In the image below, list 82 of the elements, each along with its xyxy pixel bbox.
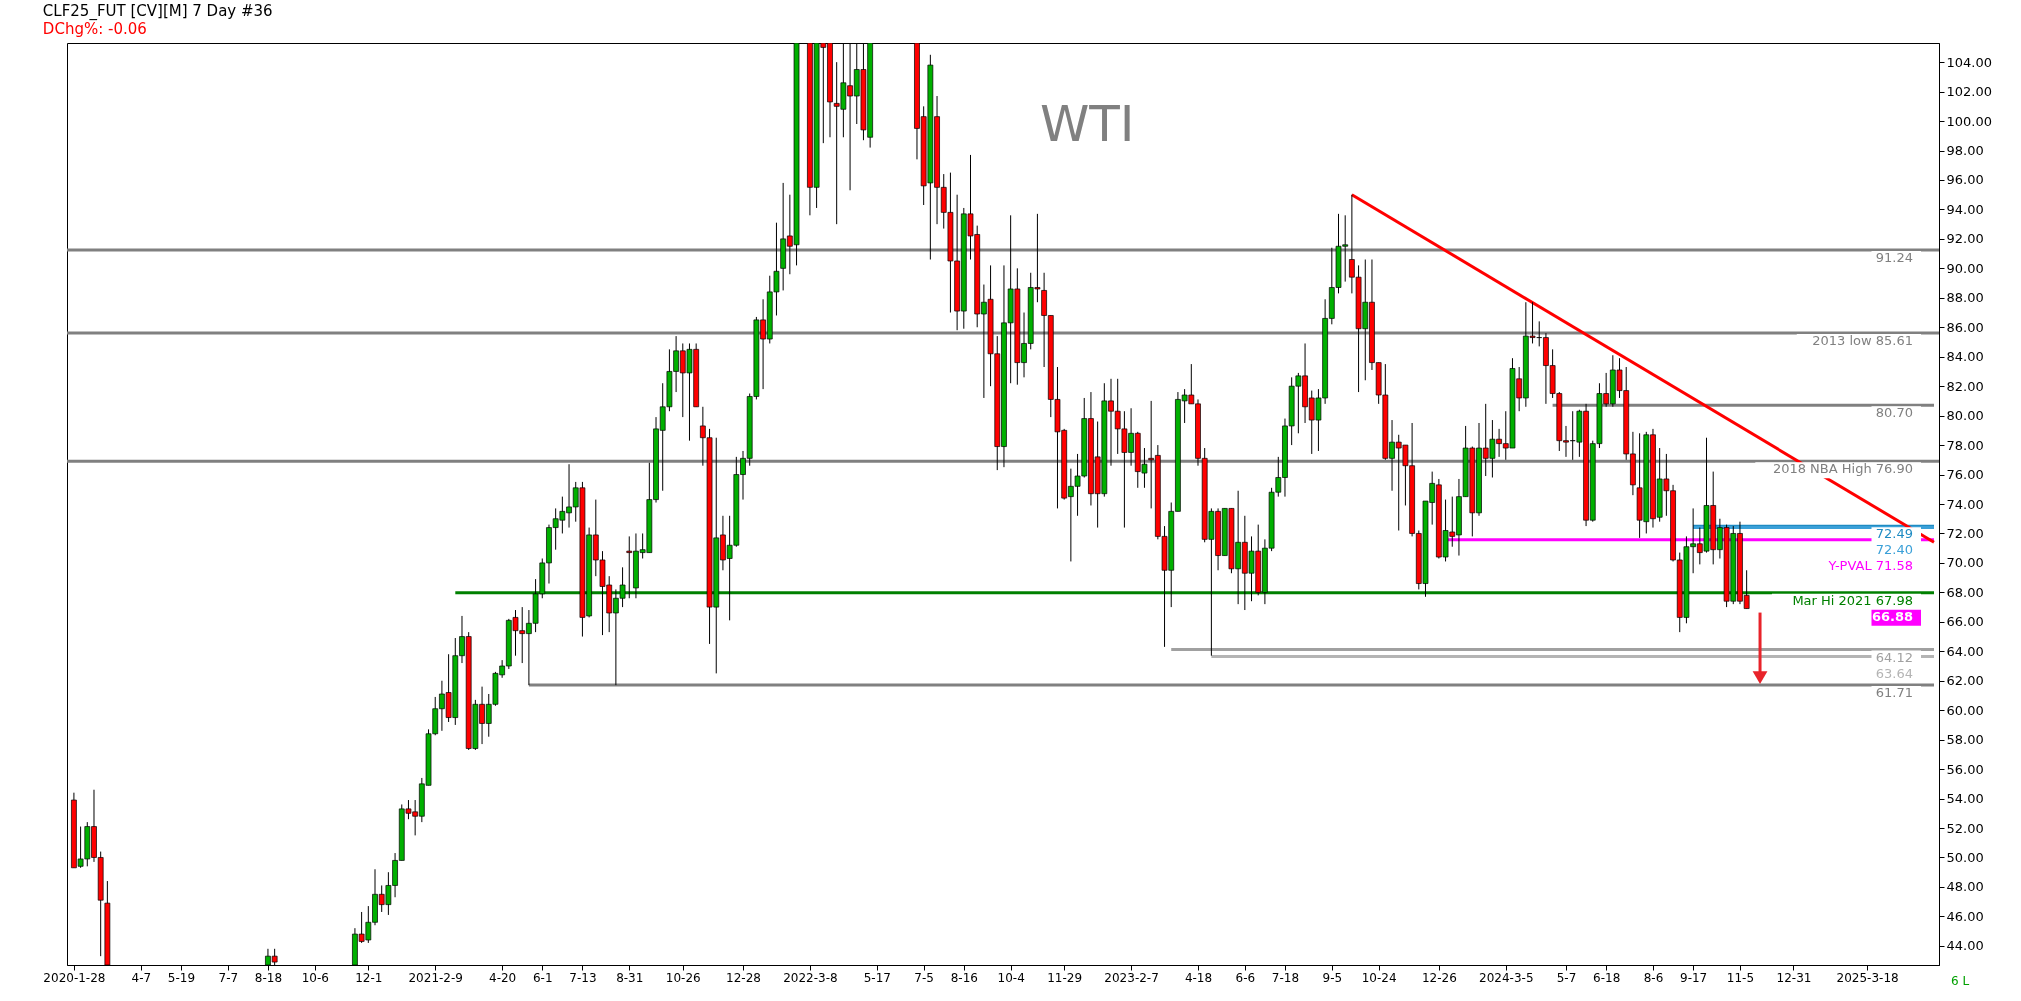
y-tick-label: 50.00	[1946, 849, 1984, 865]
x-tick-label: 7-13	[569, 970, 597, 985]
x-tick-label: 4-18	[1184, 970, 1213, 985]
x-tick-label: 10-4	[997, 970, 1025, 985]
series-label: Y-PVAL 71.58	[1827, 558, 1913, 574]
y-tick-label: 84.00	[1946, 349, 1984, 365]
series-label: 64.12	[1875, 649, 1913, 665]
y-tick-label: 64.00	[1946, 643, 1984, 659]
x-tick-label: 12-26	[1421, 970, 1457, 985]
x-tick-label: 11-29	[1047, 970, 1083, 985]
y-tick-label: 46.00	[1946, 908, 1984, 924]
x-tick-label: 6-18	[1593, 970, 1621, 985]
y-tick-label: 90.00	[1946, 260, 1984, 276]
chart-subtitle: DChg%: -0.06	[42, 20, 147, 38]
y-tick-label: 86.00	[1946, 319, 1984, 335]
x-tick-label: 2023-2-7	[1104, 970, 1159, 985]
x-tick-label: 6-6	[1235, 970, 1256, 985]
y-tick-label: 100.00	[1946, 113, 1992, 129]
series-label: 72.49	[1875, 526, 1913, 542]
y-tick-label: 80.00	[1946, 408, 1984, 424]
x-tick-label: 2020-1-28	[43, 970, 106, 985]
x-tick-label: 7-5	[914, 970, 934, 985]
y-tick-label: 60.00	[1946, 702, 1984, 718]
y-tick-label: 104.00	[1946, 54, 1992, 70]
y-tick-label: 54.00	[1946, 791, 1984, 807]
x-tick-label: 2021-2-9	[408, 970, 463, 985]
ref-line-label: 2013 low 85.61	[1812, 333, 1913, 348]
x-tick-label: 5-7	[1556, 970, 1577, 985]
x-tick-label: 8-6	[1643, 970, 1664, 985]
y-tick-label: 52.00	[1946, 820, 1984, 836]
y-tick-label: 56.00	[1946, 761, 1984, 777]
annotation: 66.88	[1871, 608, 1913, 624]
y-tick-label: 78.00	[1946, 437, 1984, 453]
y-tick-label: 58.00	[1946, 732, 1984, 748]
y-tick-label: 48.00	[1946, 879, 1984, 895]
series-label: Mar Hi 2021 67.98	[1792, 592, 1913, 608]
x-tick-label: 9-5	[1322, 970, 1343, 985]
x-tick-label: 4-7	[131, 970, 152, 985]
chart-title: CLF25_FUT [CV][M] 7 Day #36	[42, 2, 273, 21]
annotation: WTI	[1039, 94, 1135, 153]
y-tick-label: 98.00	[1946, 143, 1984, 159]
x-tick-label: 2024-3-5	[1479, 970, 1534, 985]
y-tick-label: 102.00	[1946, 84, 1992, 100]
y-tick-label: 94.00	[1946, 201, 1984, 217]
x-tick-label: 11-5	[1726, 970, 1755, 985]
series-label: 80.70	[1875, 405, 1913, 421]
series-label: 61.71	[1875, 685, 1913, 701]
ref-line-label: 2018 NBA High 76.90	[1772, 461, 1913, 477]
x-tick-label: 9-17	[1680, 970, 1708, 985]
y-tick-label: 82.00	[1946, 378, 1984, 394]
y-tick-label: 76.00	[1946, 467, 1984, 483]
x-tick-label: 7-18	[1271, 970, 1300, 985]
y-tick-label: 44.00	[1946, 938, 1984, 954]
y-tick-label: 74.00	[1946, 496, 1984, 512]
x-tick-label: 6-1	[532, 970, 553, 985]
x-tick-label: 8-16	[950, 970, 978, 985]
y-tick-label: 88.00	[1946, 290, 1984, 306]
series-label: 63.64	[1875, 665, 1913, 681]
x-tick-label: 4-20	[489, 970, 517, 985]
x-tick-label: 8-31	[616, 970, 644, 985]
y-tick-label: 72.00	[1946, 525, 1984, 541]
y-tick-label: 70.00	[1946, 555, 1984, 571]
x-tick-label: 10-6	[301, 970, 329, 985]
x-tick-label: 12-1	[355, 970, 383, 985]
x-tick-label: 2022-3-8	[783, 970, 838, 985]
y-tick-label: 92.00	[1946, 231, 1984, 247]
y-tick-label: 68.00	[1946, 584, 1984, 600]
x-tick-label: 12-28	[726, 970, 761, 985]
series-label: 72.40	[1875, 542, 1913, 558]
x-tick-label: 8-18	[254, 970, 283, 985]
text: 6 L	[1951, 974, 1970, 988]
y-tick-label: 96.00	[1946, 172, 1984, 188]
x-tick-label: 12-31	[1776, 970, 1812, 985]
x-tick-label: 5-17	[863, 970, 891, 985]
x-tick-label: 7-7	[218, 970, 239, 985]
x-tick-label: 5-19	[167, 970, 196, 985]
y-tick-label: 66.00	[1946, 614, 1984, 630]
y-tick-label: 62.00	[1946, 673, 1984, 689]
x-tick-label: 10-24	[1361, 970, 1397, 985]
x-tick-label: 2025-3-18	[1836, 970, 1899, 985]
ref-line-label: 91.24	[1875, 250, 1913, 266]
x-tick-label: 10-26	[665, 970, 701, 985]
